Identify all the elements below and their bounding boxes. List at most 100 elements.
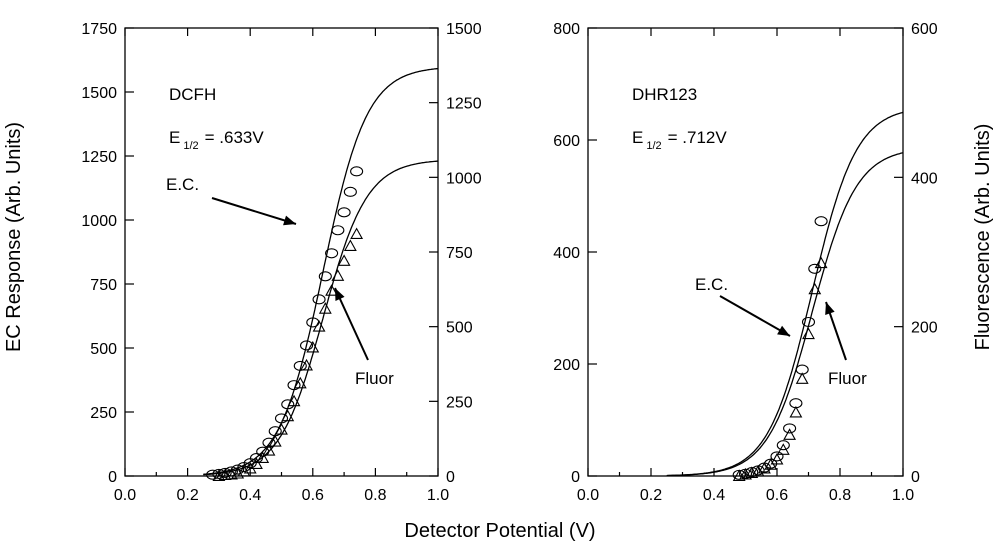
x-tick-label: 0.2 bbox=[176, 487, 198, 504]
data-point-circle bbox=[262, 437, 276, 448]
y-left-tick-label: 0 bbox=[571, 469, 580, 486]
data-point-circle bbox=[312, 294, 326, 305]
y-left-tick-label: 250 bbox=[90, 405, 117, 422]
x-tick-label: 0.0 bbox=[114, 487, 136, 504]
data-point-circle bbox=[814, 216, 828, 227]
data-point-circle bbox=[318, 271, 332, 282]
y-right-tick-label: 200 bbox=[911, 320, 938, 337]
y-left-tick-label: 400 bbox=[553, 245, 580, 262]
data-point-triangle bbox=[293, 376, 307, 389]
data-point-triangle bbox=[325, 284, 339, 296]
y-right-tick-label: 1000 bbox=[446, 170, 482, 187]
fluor-curve-label: Fluor bbox=[828, 369, 867, 388]
data-point-circle bbox=[783, 423, 797, 434]
fluor-arrow-head bbox=[825, 302, 835, 315]
x-tick-label: 0.8 bbox=[829, 487, 851, 504]
data-point-triangle bbox=[250, 457, 263, 470]
data-point-circle bbox=[224, 466, 238, 477]
x-tick-label: 0.6 bbox=[766, 487, 788, 504]
fit-curve-triangle bbox=[203, 160, 438, 476]
data-point-circle bbox=[274, 413, 289, 424]
x-tick-label: 0.2 bbox=[640, 487, 662, 504]
y-left-tick-label: 500 bbox=[90, 341, 117, 358]
half-wave-label: E 1/2 = .712V bbox=[632, 128, 727, 152]
x-tick-label: 0.8 bbox=[364, 487, 386, 504]
fluor-curve-label: Fluor bbox=[355, 369, 394, 388]
x-tick-label: 1.0 bbox=[892, 487, 914, 504]
data-point-triangle bbox=[808, 282, 822, 295]
data-point-circle bbox=[331, 225, 345, 236]
data-point-triangle bbox=[256, 451, 270, 464]
ec-curve-label: E.C. bbox=[166, 175, 199, 194]
compound-label: DCFH bbox=[169, 85, 216, 104]
data-point-circle bbox=[325, 248, 339, 259]
data-point-triangle bbox=[814, 256, 828, 269]
data-point-triangle bbox=[337, 254, 351, 266]
data-point-triangle bbox=[757, 461, 771, 474]
y-left-tick-label: 600 bbox=[553, 133, 580, 150]
chart-panel-dcfh: 0.0 0.2 0.4 0.6 0.8 1.00250500750100012501500… bbox=[81, 21, 481, 504]
y-left-tick-label: 200 bbox=[553, 357, 580, 374]
x-axis-label: Detector Potential (V) bbox=[404, 520, 595, 542]
y-left-tick-label: 1500 bbox=[81, 85, 117, 102]
y-right-tick-label: 0 bbox=[446, 469, 455, 486]
y-right-tick-label: 600 bbox=[911, 21, 938, 38]
x-tick-label: 0.4 bbox=[239, 487, 261, 504]
fit-curve-circle bbox=[203, 67, 438, 475]
data-point-circle bbox=[281, 399, 295, 410]
data-point-circle bbox=[337, 207, 351, 218]
fit-curve-triangle bbox=[666, 152, 903, 476]
y-right-tick-label: 1500 bbox=[446, 21, 482, 38]
data-point-triangle bbox=[268, 435, 282, 447]
y-axis-label-right: Fluorescence (Arb. Units) bbox=[972, 124, 994, 351]
y-left-tick-label: 1000 bbox=[81, 213, 117, 230]
fluor-arrow bbox=[334, 287, 369, 361]
data-point-circle bbox=[343, 186, 357, 197]
half-wave-label: E 1/2 = .633V bbox=[169, 128, 264, 152]
data-point-circle bbox=[770, 451, 784, 462]
data-point-triangle bbox=[312, 320, 326, 332]
fluor-arrow-head bbox=[335, 288, 345, 301]
x-tick-label: 0.4 bbox=[703, 487, 725, 504]
ec-arrow-head bbox=[777, 325, 790, 336]
y-left-tick-label: 0 bbox=[108, 469, 117, 486]
x-tick-label: 0.6 bbox=[302, 487, 324, 504]
data-point-triangle bbox=[300, 358, 313, 371]
data-point-triangle bbox=[795, 372, 809, 384]
ec-arrow bbox=[719, 295, 791, 337]
data-point-triangle bbox=[350, 227, 364, 240]
ec-arrow bbox=[211, 197, 297, 225]
y-right-tick-label: 1250 bbox=[446, 96, 482, 113]
data-point-triangle bbox=[343, 239, 357, 251]
ec-arrow-head bbox=[283, 215, 296, 226]
data-point-circle bbox=[287, 380, 301, 391]
y-right-tick-label: 750 bbox=[446, 245, 473, 262]
y-left-tick-label: 1750 bbox=[81, 21, 117, 38]
y-right-tick-label: 400 bbox=[911, 170, 938, 187]
data-point-triangle bbox=[287, 394, 301, 407]
data-point-triangle bbox=[770, 452, 784, 465]
x-tick-label: 1.0 bbox=[427, 487, 449, 504]
data-point-circle bbox=[350, 166, 364, 177]
data-point-circle bbox=[776, 440, 790, 451]
data-point-triangle bbox=[262, 443, 276, 456]
y-axis-label-left: EC Response (Arb. Units) bbox=[3, 122, 25, 352]
data-point-triangle bbox=[783, 428, 797, 440]
data-point-triangle bbox=[776, 443, 790, 455]
ec-curve-label: E.C. bbox=[695, 275, 728, 294]
data-point-triangle bbox=[802, 327, 815, 340]
y-left-tick-label: 800 bbox=[553, 21, 580, 38]
y-right-tick-label: 500 bbox=[446, 320, 473, 337]
data-point-circle bbox=[299, 340, 314, 351]
y-right-tick-label: 250 bbox=[446, 394, 473, 411]
data-point-triangle bbox=[789, 405, 803, 418]
data-point-triangle bbox=[306, 340, 320, 353]
chart-panel-dhr123: 0.0 0.2 0.4 0.6 0.8 1.00200400600800020040060… bbox=[553, 21, 938, 504]
data-point-triangle bbox=[751, 464, 765, 477]
data-point-triangle bbox=[281, 409, 295, 422]
data-point-triangle bbox=[318, 302, 332, 314]
data-point-circle bbox=[808, 263, 822, 274]
data-point-triangle bbox=[275, 423, 288, 435]
y-left-tick-label: 750 bbox=[90, 277, 117, 294]
